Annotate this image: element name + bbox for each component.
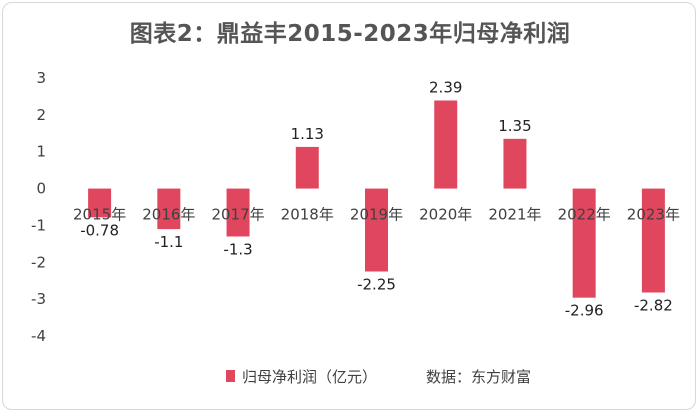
x-tick-label: 2021年 [488, 206, 541, 224]
y-tick-label: -1 [31, 216, 46, 234]
bar [226, 188, 250, 237]
y-tick-label: 2 [36, 106, 46, 124]
legend-swatch [226, 370, 235, 382]
data-label: -1.3 [223, 240, 252, 258]
data-label: -1.1 [154, 233, 183, 251]
source-note: 数据：东方财富 [426, 368, 532, 386]
bar [572, 188, 596, 298]
y-tick-label: -2 [31, 253, 46, 271]
bar [157, 188, 181, 230]
x-tick-label: 2017年 [211, 206, 264, 224]
data-label: 1.35 [498, 117, 531, 135]
data-label: 1.13 [291, 125, 324, 143]
x-tick-label: 2015年 [73, 206, 126, 224]
data-label: -0.78 [80, 221, 119, 239]
bar [88, 188, 112, 218]
chart-title: 图表2：鼎益丰2015-2023年归母净利润 [129, 21, 571, 47]
y-tick-label: -3 [31, 290, 46, 308]
x-tick-label: 2016年 [142, 206, 195, 224]
x-tick-label: 2022年 [558, 206, 611, 224]
x-tick-label: 2023年 [627, 206, 680, 224]
chart-footer: 归母净利润（亿元） 数据：东方财富 [0, 364, 700, 390]
bar [503, 138, 527, 189]
x-tick-label: 2020年 [419, 206, 472, 224]
legend-label: 归母净利润（亿元） [242, 368, 378, 386]
y-tick-label: -4 [31, 327, 46, 345]
data-label: -2.82 [634, 297, 673, 315]
data-label: 2.39 [429, 78, 462, 96]
bar [295, 146, 319, 189]
y-tick-label: 3 [36, 69, 46, 87]
bar [434, 100, 458, 189]
y-tick-label: 0 [36, 180, 46, 198]
bar [365, 188, 388, 272]
y-tick-label: 1 [36, 143, 46, 161]
bar [641, 188, 665, 293]
x-tick-label: 2018年 [281, 206, 334, 224]
data-label: -2.25 [357, 276, 396, 294]
data-label: -2.96 [565, 302, 604, 320]
x-tick-label: 2019年 [350, 206, 403, 224]
